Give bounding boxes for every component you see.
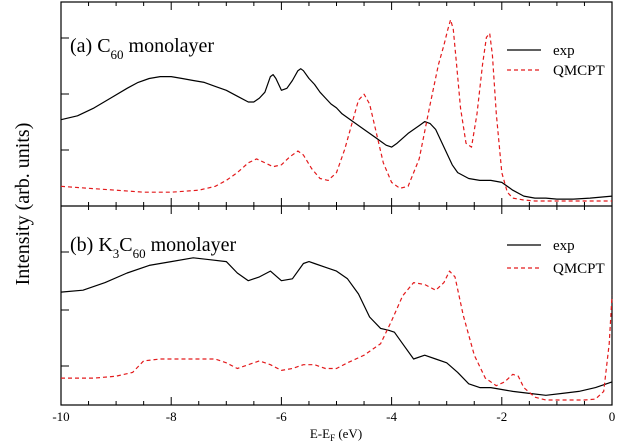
x-tick-label: 0 <box>609 409 616 424</box>
y-axis-label: Intensity (arb. units) <box>12 123 34 286</box>
panel-b-curves <box>60 257 613 401</box>
legend-b-qmcpt-label: QMCPT <box>553 261 605 277</box>
panel-b-label: (b) K3C60 monolayer <box>70 234 236 261</box>
series-a-qmcpt <box>60 19 612 202</box>
x-tick-label: -6 <box>276 409 287 424</box>
panel-a-ticks <box>60 2 613 206</box>
series-a-exp <box>60 68 613 200</box>
panel-b-legend: exp QMCPT <box>507 238 605 277</box>
series-b-qmcpt <box>61 270 613 401</box>
x-axis-label: E-EF (eV) <box>310 426 362 442</box>
legend-b-exp-label: exp <box>553 238 575 254</box>
x-tick-label: -8 <box>166 409 177 424</box>
plot-frame <box>60 1 613 406</box>
x-tick-label: -10 <box>52 409 69 424</box>
legend-a-exp-label: exp <box>553 43 575 59</box>
legend-a-qmcpt-label: QMCPT <box>553 63 605 79</box>
panel-a-label: (a) C60 monolayer <box>70 35 214 62</box>
panel-b-ticks <box>60 206 613 405</box>
panel-a-legend: exp QMCPT <box>507 43 605 79</box>
x-tick-label: -4 <box>386 409 397 424</box>
x-tick-labels: -10 -8 -6 -4 -2 0 <box>52 409 615 424</box>
series-b-exp <box>60 257 613 396</box>
x-tick-label: -2 <box>496 409 507 424</box>
panel-a-curves <box>60 19 613 202</box>
